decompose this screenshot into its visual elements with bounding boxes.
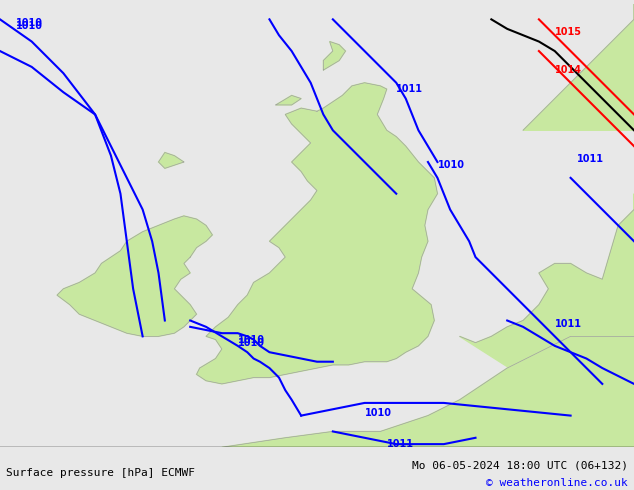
Polygon shape [222, 336, 634, 447]
Text: 1014: 1014 [555, 65, 582, 75]
Text: 1010: 1010 [437, 160, 465, 171]
Text: 1011: 1011 [396, 84, 424, 94]
Polygon shape [57, 216, 212, 336]
Text: 1010: 1010 [365, 408, 392, 417]
Polygon shape [523, 3, 634, 130]
Text: 1011: 1011 [555, 319, 582, 329]
Text: 1010: 1010 [238, 335, 265, 344]
Polygon shape [158, 152, 184, 169]
Text: 1010: 1010 [16, 21, 43, 31]
Text: 1015: 1015 [555, 27, 582, 37]
Polygon shape [197, 83, 437, 384]
Text: 1011: 1011 [577, 154, 604, 164]
Polygon shape [460, 194, 634, 447]
Text: 1010: 1010 [238, 338, 265, 348]
Polygon shape [323, 42, 346, 70]
Text: Surface pressure [hPa] ECMWF: Surface pressure [hPa] ECMWF [6, 468, 195, 478]
Polygon shape [276, 96, 301, 105]
Text: © weatheronline.co.uk: © weatheronline.co.uk [486, 478, 628, 488]
Text: 1010: 1010 [16, 18, 43, 28]
Text: Mo 06-05-2024 18:00 UTC (06+132): Mo 06-05-2024 18:00 UTC (06+132) [411, 461, 628, 470]
Text: 1011: 1011 [387, 440, 414, 449]
